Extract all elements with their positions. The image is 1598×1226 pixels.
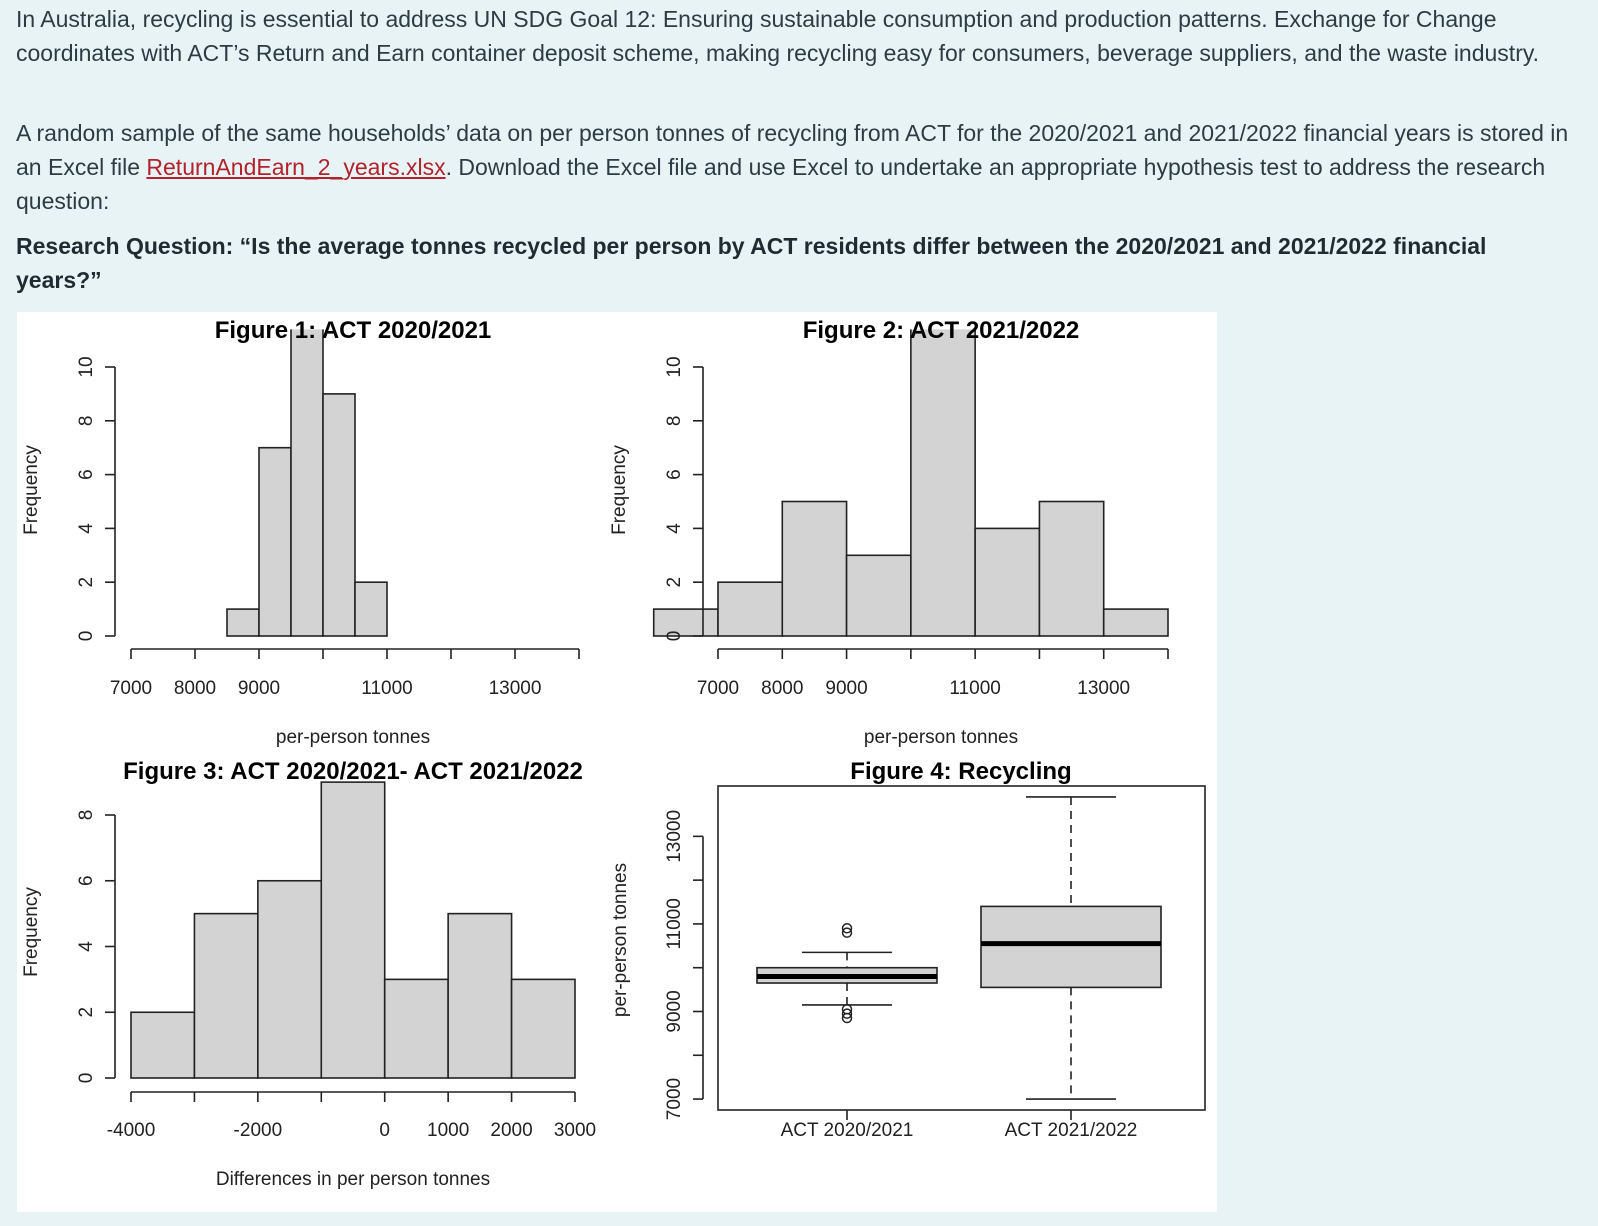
y-tick-label: 9000	[664, 990, 685, 1032]
y-tick-label: 4	[76, 523, 97, 534]
y-tick-label: 2	[664, 577, 685, 588]
y-tick-label: 7000	[664, 1078, 685, 1120]
histogram-bar	[130, 1011, 196, 1079]
histogram-bar	[845, 554, 912, 637]
y-tick-label: 6	[76, 875, 97, 886]
y-axis-label: Frequency	[21, 445, 42, 535]
histogram-bar	[717, 581, 784, 637]
y-tick-label: 10	[76, 356, 97, 377]
figure-panel: 7000 8000 9000 11000 13000 0 2 4 6 8 10 Figure 1: A…	[17, 312, 1217, 1212]
x-tick-label: -2000	[234, 1120, 283, 1141]
excel-file-link[interactable]: ReturnAndEarn_2_years.xlsx	[146, 154, 446, 180]
y-tick-label: 2	[76, 577, 97, 588]
histogram-bar	[1038, 500, 1105, 637]
y-tick-label: 4	[664, 523, 685, 534]
x-tick-label: 13000	[489, 678, 542, 699]
x-tick-label: 11000	[361, 678, 412, 699]
x-axis-label: Differences in per person tonnes	[216, 1169, 490, 1190]
histogram-bar	[226, 608, 260, 637]
y-tick-label: 0	[664, 631, 685, 642]
x-tick-label: 0	[379, 1120, 390, 1141]
histogram-bar	[447, 912, 513, 1079]
histogram-bar	[290, 329, 324, 637]
histogram-bar	[510, 978, 576, 1079]
y-tick-label: 0	[76, 631, 97, 642]
histogram-bar	[320, 781, 386, 1079]
histogram-bar	[974, 527, 1041, 637]
histogram-bar	[910, 329, 976, 637]
y-tick-label: 11000	[664, 898, 685, 949]
x-tick-label: 8000	[761, 678, 803, 699]
chart-title: Figure 2: ACT 2021/2022	[803, 317, 1080, 344]
research-question: Research Question: “Is the average tonne…	[16, 233, 1487, 293]
outlier-point	[841, 923, 853, 934]
x-axis-label: per-person tonnes	[864, 727, 1018, 748]
x-tick-label: 9000	[825, 678, 867, 699]
data-paragraph-text: A random sample of the same households’ …	[16, 120, 1569, 180]
histogram-bar	[257, 879, 323, 1079]
chart-title: Figure 4: Recycling	[850, 758, 1071, 785]
data-paragraph: A random sample of the same households’ …	[16, 116, 1576, 218]
histogram-bar	[781, 500, 848, 637]
x-tick-label: 8000	[174, 678, 216, 699]
y-tick-label: 13000	[664, 810, 685, 863]
histogram-bar	[383, 978, 449, 1079]
data-paragraph-text-end: . Download the Excel file and use Excel …	[16, 154, 1546, 214]
y-tick-label: 2	[76, 1007, 97, 1018]
y-tick-label: 6	[76, 469, 97, 480]
x-tick-label: 13000	[1077, 678, 1130, 699]
histogram-bar	[652, 608, 719, 637]
x-tick-label: 9000	[238, 678, 280, 699]
chart-title: Figure 3: ACT 2020/2021- ACT 2021/2022	[123, 758, 583, 785]
y-tick-label: 8	[664, 416, 685, 427]
y-tick-label: 8	[76, 416, 97, 427]
x-axis-label: per-person tonnes	[276, 727, 430, 748]
histogram-bar	[258, 446, 292, 637]
y-tick-label: 10	[664, 356, 685, 377]
outlier-point	[841, 927, 853, 938]
box-category-label: ACT 2021/2022	[1005, 1120, 1138, 1141]
y-tick-label: 8	[76, 810, 97, 821]
x-tick-label: 7000	[110, 678, 152, 699]
outlier-point	[841, 1012, 853, 1024]
boxplot-frame	[717, 785, 1206, 1111]
x-tick-label: 11000	[949, 678, 1000, 699]
x-tick-label: 3000	[554, 1120, 596, 1141]
x-tick-label: 1000	[427, 1120, 469, 1141]
histogram-bar	[193, 912, 259, 1079]
x-tick-label: 7000	[697, 678, 739, 699]
x-tick-label: -4000	[107, 1120, 156, 1141]
y-axis-label: Frequency	[609, 445, 630, 535]
y-tick-label: 0	[76, 1073, 97, 1084]
histogram-bars-1	[226, 329, 388, 637]
box-category-label: ACT 2020/2021	[781, 1120, 914, 1141]
outlier-point	[841, 1008, 853, 1019]
y-tick-label: 6	[664, 469, 685, 480]
intro-paragraph: In Australia, recycling is essential to …	[16, 6, 1540, 66]
box-iqr	[980, 905, 1162, 989]
y-tick-label: 4	[76, 941, 97, 952]
histogram-bar	[1102, 608, 1169, 637]
histogram-bar	[322, 393, 356, 637]
y-axis-label: Frequency	[21, 887, 42, 977]
histogram-bars-2	[652, 329, 1169, 637]
histogram-bars-3	[130, 781, 576, 1079]
y-axis-label: per-person tonnes	[610, 863, 631, 1017]
x-tick-label: 2000	[490, 1120, 532, 1141]
chart-title: Figure 1: ACT 2020/2021	[215, 317, 492, 344]
histogram-bar	[354, 581, 388, 637]
